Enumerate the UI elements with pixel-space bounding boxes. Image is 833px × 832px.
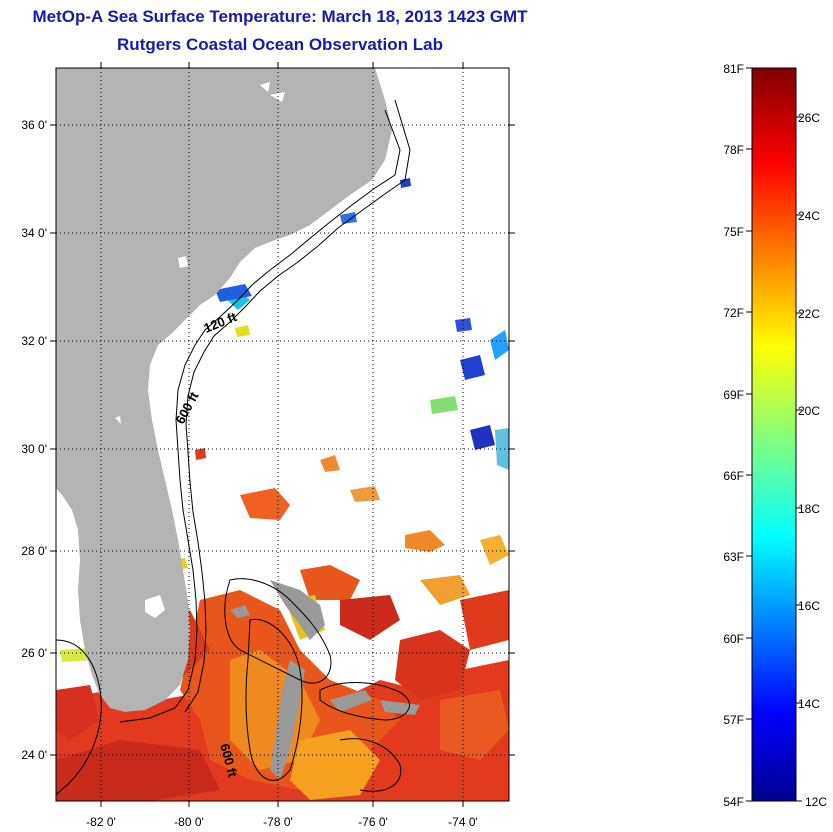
longitude-labels: -82 0' -80 0' -78 0' -76 0' -74 0'	[86, 815, 478, 829]
colorbar-c-label: 24C	[798, 209, 820, 223]
lon-label: -74 0'	[448, 815, 478, 829]
map-frame	[55, 67, 510, 802]
colorbar-c-label: 22C	[798, 307, 820, 321]
colorbar-f-label: 69F	[723, 388, 744, 402]
colorbar	[751, 67, 797, 802]
lat-label: 26 0'	[21, 646, 47, 660]
colorbar-f-label: 75F	[723, 225, 744, 239]
lat-label: 36 0'	[21, 118, 47, 132]
colorbar-c-label: 26C	[798, 111, 820, 125]
map-subtitle: Rutgers Coastal Ocean Observation Lab	[117, 35, 443, 54]
colorbar-f-label: 57F	[723, 713, 744, 727]
colorbar-f-label: 63F	[723, 550, 744, 564]
lat-label: 34 0'	[21, 226, 47, 240]
colorbar-f-label: 78F	[723, 143, 744, 157]
colorbar-f-label: 81F	[723, 62, 744, 76]
colorbar-f-label: 66F	[723, 469, 744, 483]
bathymetry-contours	[56, 99, 411, 796]
colorbar-c-label: 16C	[798, 599, 820, 613]
colorbar-f-label: 54F	[723, 795, 744, 809]
latitude-labels: 36 0' 34 0' 32 0' 30 0' 28 0' 26 0' 24 0…	[21, 118, 47, 762]
colorbar-c-label: 14C	[798, 697, 820, 711]
lon-label: -82 0'	[86, 815, 116, 829]
map-ticks	[50, 62, 515, 807]
lat-label: 32 0'	[21, 334, 47, 348]
map-title: MetOp-A Sea Surface Temperature: March 1…	[32, 7, 528, 26]
colorbar-celsius-labels: 26C 24C 22C 20C 18C 16C 14C 12C	[798, 111, 827, 809]
colorbar-c-label: 12C	[805, 795, 827, 809]
colorbar-f-label: 72F	[723, 306, 744, 320]
lon-label: -76 0'	[358, 815, 388, 829]
lat-label: 24 0'	[21, 748, 47, 762]
colorbar-c-label: 18C	[798, 502, 820, 516]
lon-label: -80 0'	[174, 815, 204, 829]
lat-label: 28 0'	[21, 544, 47, 558]
lon-label: -78 0'	[263, 815, 293, 829]
colorbar-c-label: 20C	[798, 404, 820, 418]
lat-label: 30 0'	[21, 442, 47, 456]
colorbar-fahrenheit-labels: 81F 78F 75F 72F 69F 66F 63F 60F 57F 54F	[723, 62, 744, 809]
colorbar-f-label: 60F	[723, 632, 744, 646]
